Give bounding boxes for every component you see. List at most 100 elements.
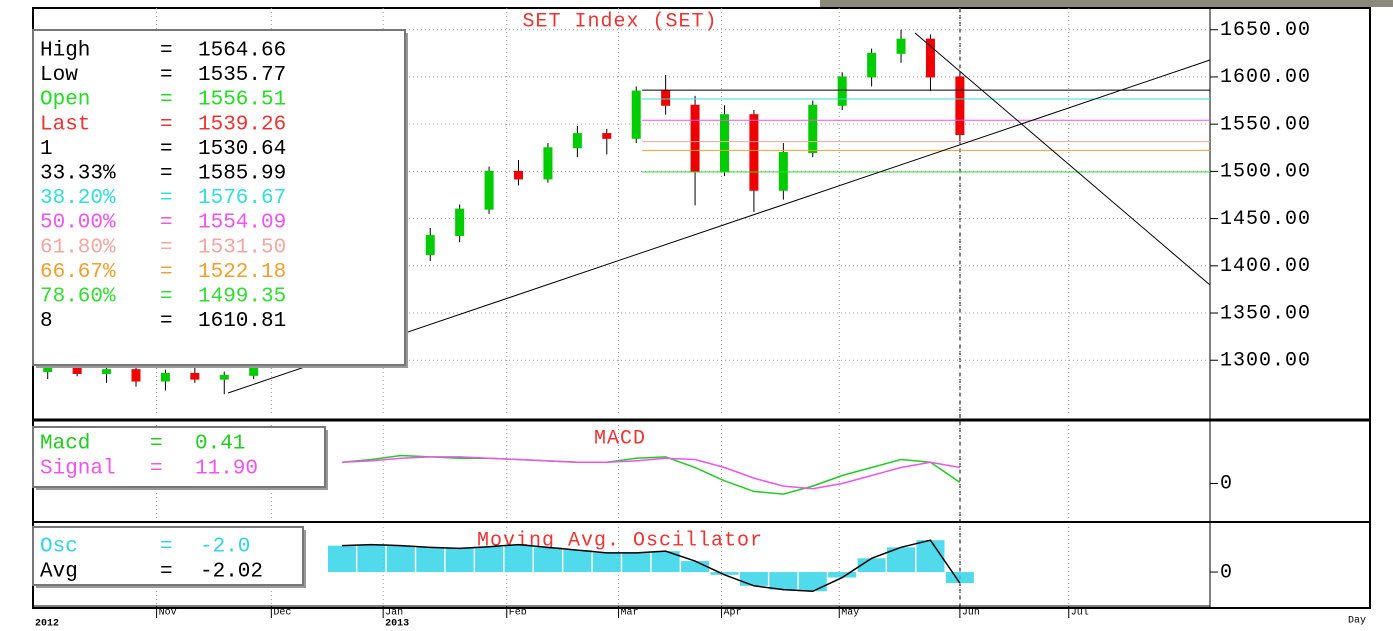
y-tick-label: 0 xyxy=(1220,561,1233,584)
candle-body xyxy=(956,77,964,135)
candle-body xyxy=(426,236,434,255)
info-value: 1522.18 xyxy=(198,261,286,284)
y-tick-label: 1400.00 xyxy=(1220,255,1311,278)
info-name: High xyxy=(40,40,90,63)
candle-body xyxy=(544,148,552,179)
candle-body xyxy=(779,152,787,190)
candle-body xyxy=(161,373,169,381)
legend-name: Signal xyxy=(40,458,116,481)
info-name: Open xyxy=(40,89,90,112)
panel-title: SET Index (SET) xyxy=(522,10,717,33)
info-value: 1539.26 xyxy=(198,113,286,136)
candle-body xyxy=(897,39,905,53)
candle-body xyxy=(809,105,817,152)
legend-separator: = xyxy=(150,458,163,481)
y-tick-label: 1600.00 xyxy=(1220,66,1311,89)
info-value: 1585.99 xyxy=(198,163,286,186)
candle-body xyxy=(632,91,640,138)
legend-separator: = xyxy=(160,536,173,559)
legend-separator: = xyxy=(160,561,173,584)
info-separator: = xyxy=(160,40,173,63)
info-name: 78.60% xyxy=(40,286,116,309)
candle-body xyxy=(603,134,611,139)
candle-body xyxy=(691,105,699,171)
x-tick-label: Feb xyxy=(509,607,527,619)
info-separator: = xyxy=(160,187,173,210)
info-name: Last xyxy=(40,113,90,136)
info-name: Low xyxy=(40,64,78,87)
x-tick-label: Jul xyxy=(1071,607,1089,619)
info-value: 1530.64 xyxy=(198,138,286,161)
x-tick-label: May xyxy=(841,608,859,619)
year-label: 2012 xyxy=(35,619,59,630)
info-separator: = xyxy=(160,113,173,136)
y-tick-label: 1550.00 xyxy=(1220,113,1311,136)
x-axis-label: Day xyxy=(1348,616,1366,627)
info-separator: = xyxy=(160,261,173,284)
candle-body xyxy=(926,39,934,77)
info-name: 50.00% xyxy=(40,212,116,235)
background-image-strip xyxy=(820,0,1393,7)
osc-bar xyxy=(387,546,415,572)
info-name: 8 xyxy=(40,310,53,333)
info-separator: = xyxy=(160,89,173,112)
osc-bar xyxy=(505,545,533,572)
candle-body xyxy=(662,91,670,105)
osc-bar xyxy=(916,540,944,572)
candle-body xyxy=(132,370,140,381)
info-value: 1564.66 xyxy=(198,40,286,63)
osc-bar xyxy=(475,547,503,572)
candle-body xyxy=(485,171,493,209)
legend-value: 11.90 xyxy=(195,458,258,481)
candle-body xyxy=(838,77,846,105)
legend-value: 0.41 xyxy=(195,433,245,456)
osc-bar xyxy=(622,553,650,572)
osc-bar xyxy=(446,548,474,572)
panel-title: MACD xyxy=(594,427,646,450)
osc-bar xyxy=(328,546,356,572)
osc-bar xyxy=(769,572,797,590)
info-separator: = xyxy=(160,212,173,235)
info-name: 61.80% xyxy=(40,236,116,259)
x-tick-label: Jun xyxy=(962,608,980,619)
candle-body xyxy=(220,375,228,379)
osc-bar xyxy=(740,572,768,586)
osc-bar xyxy=(593,553,621,572)
info-name: 66.67% xyxy=(40,261,116,284)
y-tick-label: 1500.00 xyxy=(1220,161,1311,184)
legend-name: Macd xyxy=(40,433,90,456)
candle-body xyxy=(515,171,523,179)
info-separator: = xyxy=(160,138,173,161)
osc-bar xyxy=(357,545,385,572)
candle-body xyxy=(191,373,199,379)
x-tick-label: Apr xyxy=(724,608,742,619)
info-name: 1 xyxy=(40,138,53,161)
y-tick-label: 1650.00 xyxy=(1220,19,1311,42)
info-name: 33.33% xyxy=(40,163,116,186)
chart: NovDecJanFebMarAprMayJunJul20122013Day13… xyxy=(0,0,1393,631)
x-tick-label: Nov xyxy=(159,608,177,619)
info-separator: = xyxy=(160,163,173,186)
y-tick-label: 1350.00 xyxy=(1220,302,1311,325)
info-value: 1535.77 xyxy=(198,64,286,87)
candle-body xyxy=(573,134,581,148)
osc-bar xyxy=(681,561,709,572)
info-value: 1576.67 xyxy=(198,187,286,210)
y-tick-label: 1450.00 xyxy=(1220,208,1311,231)
candle-body xyxy=(103,370,111,374)
legend-name: Osc xyxy=(40,536,78,559)
x-tick-label: Dec xyxy=(273,608,291,619)
x-tick-label: Mar xyxy=(621,608,639,619)
legend-value: -2.0 xyxy=(200,536,250,559)
candle-body xyxy=(720,115,728,172)
legend-name: Avg xyxy=(40,561,78,584)
info-separator: = xyxy=(160,310,173,333)
osc-bar xyxy=(563,550,591,572)
osc-bar xyxy=(416,547,444,572)
candle-body xyxy=(456,209,464,235)
info-value: 1531.50 xyxy=(198,236,286,259)
y-tick-label: 1300.00 xyxy=(1220,350,1311,373)
info-value: 1610.81 xyxy=(198,310,286,333)
info-name: 38.20% xyxy=(40,187,116,210)
legend-value: -2.02 xyxy=(200,561,263,584)
